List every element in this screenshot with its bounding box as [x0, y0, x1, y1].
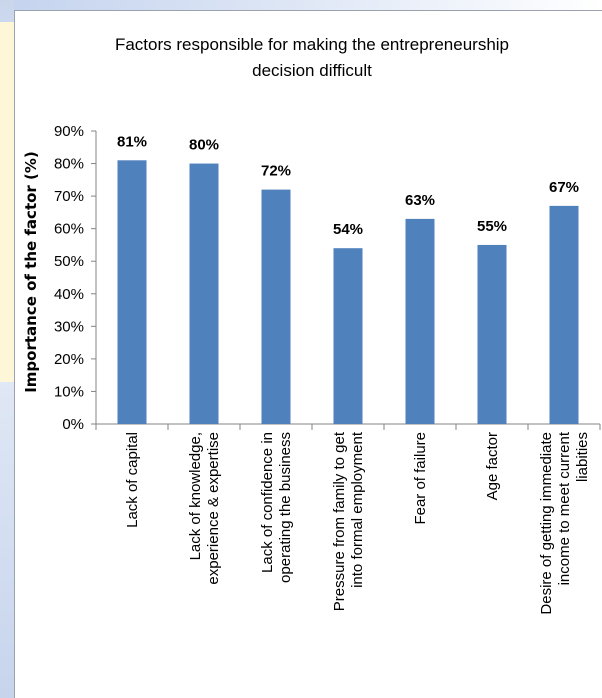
chart-title-line: Factors responsible for making the entre… — [115, 35, 509, 54]
category-label-line: Lack of knowledge, — [187, 432, 204, 560]
category-label-line: liabities — [574, 432, 591, 482]
bar — [549, 205, 579, 424]
data-label: 80% — [189, 137, 219, 154]
data-labels: 81% 80% 72% 54% 63% 55% 67% — [117, 133, 579, 238]
bar — [189, 163, 219, 425]
category-label: Lack of confidence in operating the busin… — [259, 432, 294, 583]
bar — [117, 160, 147, 425]
y-tick-label: 10% — [54, 383, 84, 400]
category-label-line: experience & expertise — [205, 432, 222, 585]
category-label-line: income to meet current — [556, 431, 573, 585]
category-label-line: Lack of capital — [124, 432, 141, 528]
bar — [333, 248, 363, 424]
y-tick-label: 70% — [54, 188, 84, 205]
data-label: 67% — [549, 179, 579, 196]
background-top-gradient — [0, 0, 602, 12]
data-label: 63% — [405, 192, 435, 209]
y-tick-label: 50% — [54, 253, 84, 270]
category-label-line: Desire of getting immediate — [538, 432, 555, 615]
y-axis-label: Importance of the factor (%) — [22, 151, 40, 393]
data-label: 81% — [117, 133, 147, 150]
y-tick-label: 90% — [54, 123, 84, 140]
bars — [117, 160, 579, 425]
category-label-line: Pressure from family to get — [331, 431, 348, 611]
category-labels: Lack of capital Lack of knowledge, experie… — [124, 431, 591, 614]
y-tick-label: 40% — [54, 286, 84, 303]
category-label-line: into formal employment — [349, 431, 366, 588]
category-label: Fear of failure — [412, 432, 429, 525]
category-label: Lack of capital — [124, 432, 141, 528]
y-tick-label: 30% — [54, 318, 84, 335]
y-tick-labels: 0% 10% 20% 30% 40% 50% 60% 70% 80% 90% — [54, 123, 84, 433]
y-tick-label: 60% — [54, 221, 84, 238]
category-label: Pressure from family to get into formal e… — [331, 431, 366, 611]
category-label-line: operating the business — [277, 432, 294, 583]
category-label: Age factor — [484, 432, 501, 500]
category-label: Lack of knowledge, experience & expertise — [187, 432, 222, 585]
category-label: Desire of getting immediate income to mee… — [538, 431, 591, 614]
chart-title: Factors responsible for making the entre… — [115, 35, 509, 80]
bar — [477, 244, 507, 424]
category-label-line: Lack of confidence in — [259, 432, 276, 573]
y-tick-label: 20% — [54, 351, 84, 368]
category-label-line: Fear of failure — [412, 432, 429, 525]
y-tick-label: 0% — [62, 416, 84, 433]
category-label-line: Age factor — [484, 432, 501, 500]
chart-title-line: decision difficult — [252, 61, 372, 80]
bar — [405, 218, 435, 424]
data-label: 55% — [477, 218, 507, 235]
background-yellow-band — [0, 22, 14, 382]
data-label: 72% — [261, 163, 291, 180]
y-tick-label: 80% — [54, 156, 84, 173]
data-label: 54% — [333, 221, 363, 238]
bar — [261, 189, 291, 424]
